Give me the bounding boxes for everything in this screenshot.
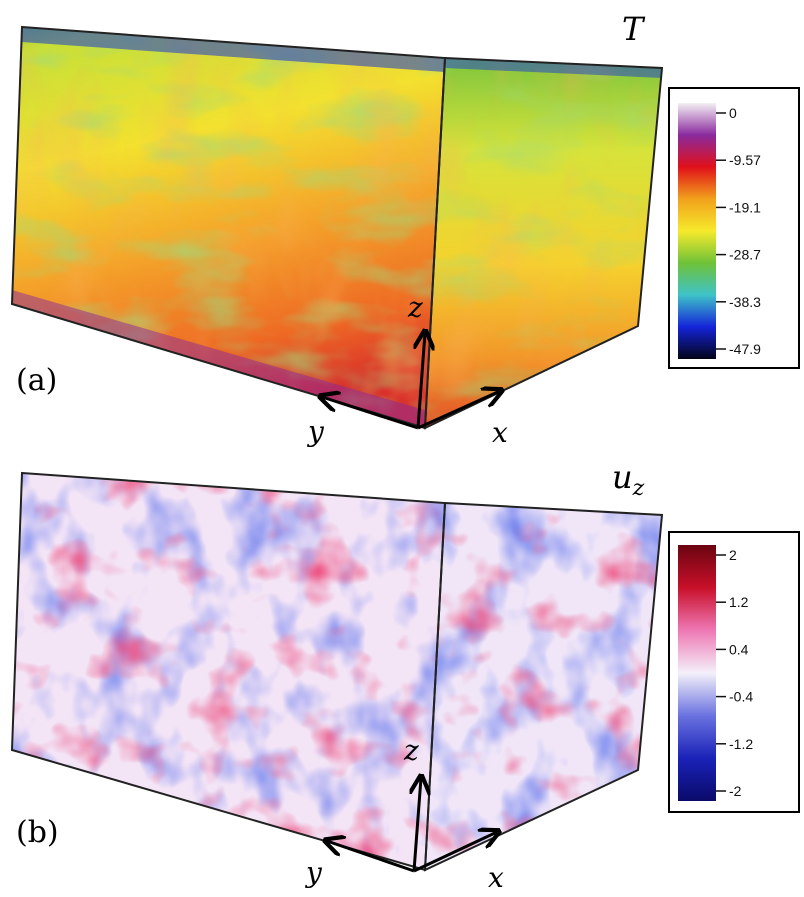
panel-b-colorbar-tick-label: 0.4 (729, 641, 749, 657)
panel-a: z y x (a) T 0 -9.57 -19.1 -28.7 -38.3 -47.9 (10, 10, 800, 449)
panel-b-label: (b) (16, 815, 59, 850)
panel-b-field-symbol: u (612, 458, 633, 496)
panel-a-z-label: z (407, 291, 423, 324)
panel-a-colorbar-tick-label: -19.1 (729, 199, 761, 215)
panel-a-field-title: T (622, 10, 646, 48)
panel-a-colorbar-tick-label: -47.9 (729, 341, 761, 357)
panel-b-side-face (425, 503, 662, 870)
panel-a-x-label: x (492, 416, 508, 449)
panel-a-z-arrow (418, 333, 425, 429)
panel-b-colorbar-ramp (678, 545, 716, 801)
panel-a-label: (a) (16, 363, 57, 398)
panel-b-box (10, 471, 664, 872)
panel-b-colorbar-tick-label: -2 (729, 783, 742, 799)
panel-b-colorbar-tick-label: -1.2 (729, 736, 753, 752)
panel-b-y-label: y (304, 856, 323, 889)
panel-a-box (10, 25, 664, 430)
panel-b-field-subscript: z (632, 476, 645, 501)
panel-b-y-arrow (327, 841, 415, 873)
panel-b-z-label: z (403, 734, 419, 767)
panel-b-field-title: uz (612, 458, 645, 501)
panel-a-colorbar-tick-label: -38.3 (729, 294, 761, 310)
panel-b-x-arrow (413, 832, 497, 873)
panel-a-axes: z y x (306, 291, 508, 449)
panel-b-x-label: x (488, 861, 504, 894)
panel-b-front-face (12, 473, 445, 870)
panel-b: z y x (b) uz 21.20.4-0.4-1.2-2 (10, 458, 800, 894)
panel-a-colorbar-tick-label: 0 (729, 105, 737, 121)
panel-a-x-arrow (417, 391, 500, 430)
panel-b-colorbar-tick-label: 2 (729, 547, 737, 563)
panel-b-z-arrow (414, 778, 421, 872)
panel-a-y-arrow (322, 397, 419, 430)
panel-a-side-face (425, 58, 662, 428)
panel-b-colorbar-tick-label: -0.4 (729, 689, 753, 705)
panel-a-colorbar: 0 -9.57 -19.1 -28.7 -38.3 -47.9 (668, 87, 800, 369)
panel-a-y-label: y (306, 415, 325, 448)
panel-a-colorbar-tick-label: -9.57 (729, 152, 761, 168)
panel-b-axes: z y x (304, 734, 504, 894)
panel-a-front-face (12, 27, 445, 428)
panel-b-colorbar-tick-label: 1.2 (729, 594, 749, 610)
panel-a-colorbar-tick-label: -28.7 (729, 247, 761, 263)
panel-b-colorbar: 2 1.2 0.4 -0.4 -1.2 -2 (668, 531, 800, 813)
panel-a-colorbar-ramp (678, 103, 716, 359)
